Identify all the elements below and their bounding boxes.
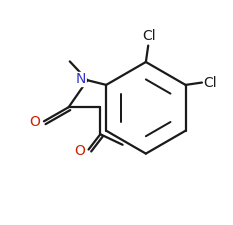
Text: O: O [74, 144, 85, 158]
Text: O: O [30, 115, 40, 129]
Text: Cl: Cl [203, 76, 217, 90]
Text: Cl: Cl [143, 29, 156, 43]
Text: N: N [76, 72, 86, 86]
